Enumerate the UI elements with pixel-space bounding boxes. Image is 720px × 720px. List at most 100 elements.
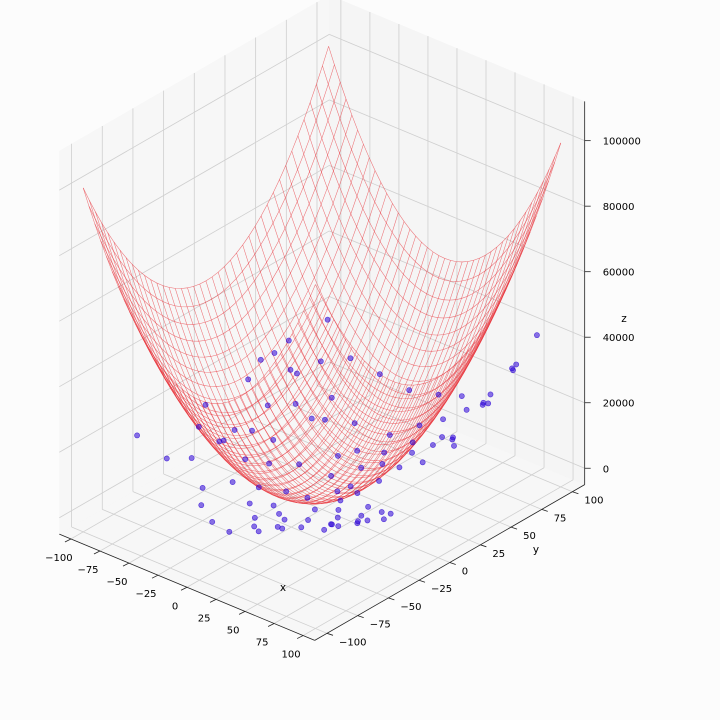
grid-line-z-left (59, 361, 330, 519)
scatter-point (229, 479, 236, 485)
x-tick-mark (267, 623, 275, 627)
x-axis-label: x (280, 582, 286, 594)
scatter-point (337, 497, 344, 504)
grid-line-z-back (329, 230, 585, 338)
scatter-point (386, 432, 393, 438)
scatter-point (276, 510, 282, 517)
scatter-point (281, 516, 288, 523)
scatter-point (231, 427, 238, 433)
surface-line-x (210, 261, 457, 505)
scatter-point (242, 456, 249, 463)
scatter-point (311, 506, 318, 513)
surface-line-y (211, 276, 445, 493)
grid-line-y-floor (132, 491, 389, 599)
surface-line-x (222, 261, 469, 504)
scatter-point (287, 366, 294, 373)
scatter-point (324, 316, 331, 323)
x-tick-label: 100 (282, 650, 301, 661)
scatter-point (458, 393, 465, 399)
scatter-point (321, 526, 328, 533)
y-tick-mark (510, 526, 518, 530)
scatter-point (513, 361, 520, 368)
scatter-point (396, 464, 403, 471)
y-tick-mark (326, 632, 334, 636)
scatter-point (463, 406, 470, 413)
surface-line-y (309, 102, 543, 319)
x-tick-label: −100 (45, 553, 72, 564)
scatter-point (509, 365, 515, 372)
x-tick-mark (151, 574, 159, 579)
scatter-point (358, 464, 365, 471)
surface-line-y (291, 150, 525, 368)
scatter-point (406, 387, 413, 394)
surface-wireframe (82, 46, 562, 505)
scatter-point (195, 423, 202, 430)
scatter-point (305, 517, 311, 523)
scatter-point (378, 509, 385, 515)
grid-line-y-floor (102, 508, 358, 616)
y-tick-label: 25 (492, 549, 505, 560)
scatter-point (317, 358, 324, 365)
surface-line-y (230, 260, 463, 477)
scatter-point (270, 502, 277, 509)
surface-line-y (285, 165, 519, 382)
scatter-point (198, 502, 205, 509)
surface-line-x (262, 235, 509, 478)
scatter-point (379, 461, 386, 467)
y-tick-label: 0 (462, 567, 468, 578)
scatter-point (202, 401, 209, 408)
y-tick-mark (388, 597, 395, 601)
scatter-point (335, 452, 341, 459)
scatter-point (365, 503, 372, 510)
x-tick-label: −25 (135, 589, 156, 600)
scatter-point (292, 400, 299, 407)
z-tick-label: 60000 (603, 268, 635, 279)
scatter-point (335, 523, 342, 529)
scatter-point (283, 488, 290, 495)
scatter-point (270, 437, 277, 443)
scatter-point (381, 449, 388, 456)
x-tick-mark (122, 562, 130, 567)
scatter-point (376, 477, 382, 484)
y-tick-mark (449, 562, 456, 565)
surface-line-x (257, 241, 504, 485)
scatter-point (347, 355, 354, 362)
scatter-point (188, 455, 195, 461)
z-tick-label: 20000 (603, 399, 635, 410)
x-tick-label: 50 (227, 625, 240, 636)
surface-line-x (245, 251, 492, 494)
scatter-point (255, 528, 262, 535)
scatter-point (264, 402, 271, 409)
scatter-point (409, 449, 415, 456)
y-tick-mark (480, 544, 487, 548)
scatter-point (334, 488, 341, 495)
y-tick-label: 100 (584, 496, 603, 507)
scatter-point (226, 528, 233, 535)
surface-line-x (251, 246, 498, 490)
x-tick-mark (180, 586, 188, 591)
tick-labels: −100 −75 −50 −25 0 25 50 75 100 −100 −75 −50 −25 0 25 5… (45, 137, 641, 661)
scatter-point (294, 370, 300, 377)
scatter-point (334, 514, 341, 521)
grid-line-y-floor (71, 526, 328, 634)
scatter-point (387, 510, 394, 517)
scatter-point (354, 520, 361, 527)
x-tick-mark (93, 550, 101, 555)
grid-line-z-left (59, 99, 330, 257)
surface-line-y (266, 204, 500, 421)
z-tick-label: 40000 (603, 333, 635, 344)
y-tick-mark (418, 579, 426, 583)
scatter-point (487, 391, 494, 398)
scatter-points (134, 316, 540, 535)
scatter-point (449, 436, 456, 443)
scatter-point (296, 461, 303, 468)
grid-line-y-floor (163, 473, 420, 581)
scatter-point (257, 356, 264, 363)
scatter-point (328, 394, 335, 401)
scatter-point (439, 434, 445, 440)
scatter-point (322, 416, 328, 423)
scatter-point (285, 337, 292, 344)
surface-line-y (260, 215, 494, 432)
scatter-point (245, 376, 252, 383)
scatter-point (163, 455, 170, 462)
